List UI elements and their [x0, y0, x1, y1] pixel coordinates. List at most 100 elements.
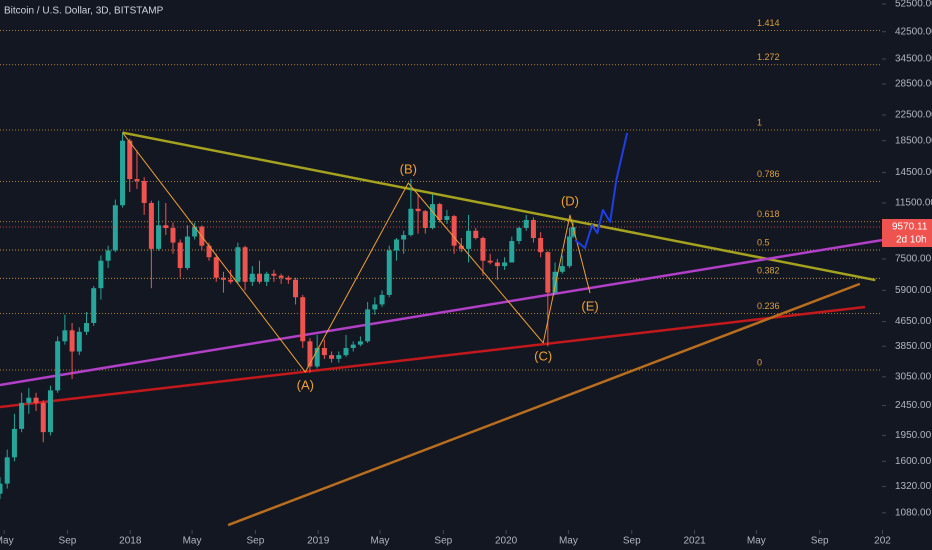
fib-label: 1.272: [757, 52, 780, 62]
candle-body: [566, 236, 572, 267]
candle-body: [163, 225, 169, 228]
fib-label: 0.786: [757, 169, 780, 179]
candle-body: [91, 288, 97, 323]
candle-body: [264, 273, 270, 282]
candle-body: [33, 397, 39, 403]
y-tick-label: 52500.00: [895, 0, 932, 10]
candle-body: [69, 330, 75, 352]
x-tick-label: 2020: [495, 536, 518, 547]
candle-body: [242, 247, 248, 282]
x-tick-label: Sep: [811, 536, 829, 547]
candle-body: [271, 273, 277, 276]
candle-body: [220, 277, 226, 280]
fib-label: 0.618: [757, 209, 780, 219]
trend-line: [0, 305, 866, 409]
candle-body: [257, 273, 263, 282]
candle-body: [148, 202, 154, 249]
candle-body: [473, 230, 479, 239]
chart-title: Bitcoin / U.S. Dollar, 3D, BITSTAMP: [4, 6, 164, 17]
trend-line: [227, 282, 861, 527]
candle-body: [487, 260, 493, 263]
fib-label: 0: [757, 357, 762, 367]
y-tick-label: 5900.00: [895, 285, 932, 296]
candle-body: [530, 219, 536, 239]
candle-body: [0, 483, 3, 494]
candle-body: [502, 262, 508, 267]
trend-line: [122, 131, 876, 282]
candle-body: [437, 204, 443, 220]
candle-body: [285, 277, 291, 280]
fib-label: 1: [757, 117, 762, 127]
y-tick-label: 3050.00: [895, 371, 932, 382]
y-tick-label: 4650.00: [895, 316, 932, 327]
candle-body: [545, 252, 551, 293]
candle-body: [192, 226, 198, 237]
candle-body: [357, 341, 363, 345]
candle-body: [177, 242, 183, 268]
candle-body: [300, 297, 306, 342]
wave-label: (E): [581, 299, 598, 314]
candle-body: [84, 322, 90, 332]
candle-body: [112, 205, 118, 251]
x-tick-label: Sep: [59, 536, 77, 547]
candle-body: [19, 402, 25, 429]
y-tick-label: 3850.00: [895, 341, 932, 352]
candle-body: [343, 348, 349, 356]
fib-label: 1.414: [757, 18, 780, 28]
wave-line: [122, 132, 591, 373]
y-tick-label: 1320.00: [895, 481, 932, 492]
candle-body: [509, 241, 515, 263]
candle-body: [451, 216, 457, 246]
fib-label: 0.5: [757, 237, 770, 247]
y-tick-label: 28500.00: [895, 79, 932, 90]
x-tick-label: Sep: [246, 536, 264, 547]
candle-body: [278, 275, 284, 278]
fib-label: 0.236: [757, 301, 780, 311]
candle-body: [523, 219, 529, 228]
wave-label: (B): [400, 161, 417, 176]
candle-body: [494, 262, 500, 267]
fib-label: 0.382: [757, 266, 780, 276]
x-tick-label: May: [0, 536, 14, 547]
candle-body: [170, 227, 176, 243]
candle-body: [134, 179, 140, 181]
candle-body: [55, 341, 61, 391]
x-tick-label: May: [747, 536, 766, 547]
candle-body: [206, 245, 212, 258]
wave-label: (C): [534, 348, 552, 363]
candle-body: [386, 250, 392, 295]
y-tick-label: 2450.00: [895, 400, 932, 411]
x-tick-label: May: [559, 536, 578, 547]
candle-body: [40, 402, 46, 433]
candle-body: [235, 247, 241, 282]
y-tick-label: 18500.00: [895, 135, 932, 146]
candle-body: [365, 309, 371, 342]
plot-area: 1.414 1.272 1 0.786 0.618 0.5 0.382 0.236 0 (A) (B…: [0, 18, 882, 527]
candle-body: [321, 348, 327, 356]
x-tick-label: Sep: [434, 536, 452, 547]
countdown-label: 2d 10h: [896, 235, 927, 246]
candle-body: [184, 236, 190, 268]
candle-body: [26, 397, 32, 403]
candle-body: [422, 211, 428, 228]
candle-body: [401, 235, 407, 240]
candle-body: [559, 266, 565, 272]
candle-body: [105, 250, 111, 261]
candle-body: [249, 273, 255, 282]
candle-body: [516, 227, 522, 242]
candle-body: [408, 208, 414, 236]
projection-line: [574, 132, 629, 250]
candle-body: [228, 279, 234, 282]
y-tick-label: 1950.00: [895, 430, 932, 441]
candle-body: [4, 457, 10, 484]
candle-body: [350, 344, 356, 349]
last-price-label: 9570.11: [892, 222, 928, 233]
candle-body: [415, 208, 421, 212]
y-tick-label: 7500.00: [895, 254, 932, 265]
x-tick-label: 2019: [307, 536, 330, 547]
candle-body: [393, 239, 399, 251]
y-tick-label: 34500.00: [895, 54, 932, 65]
